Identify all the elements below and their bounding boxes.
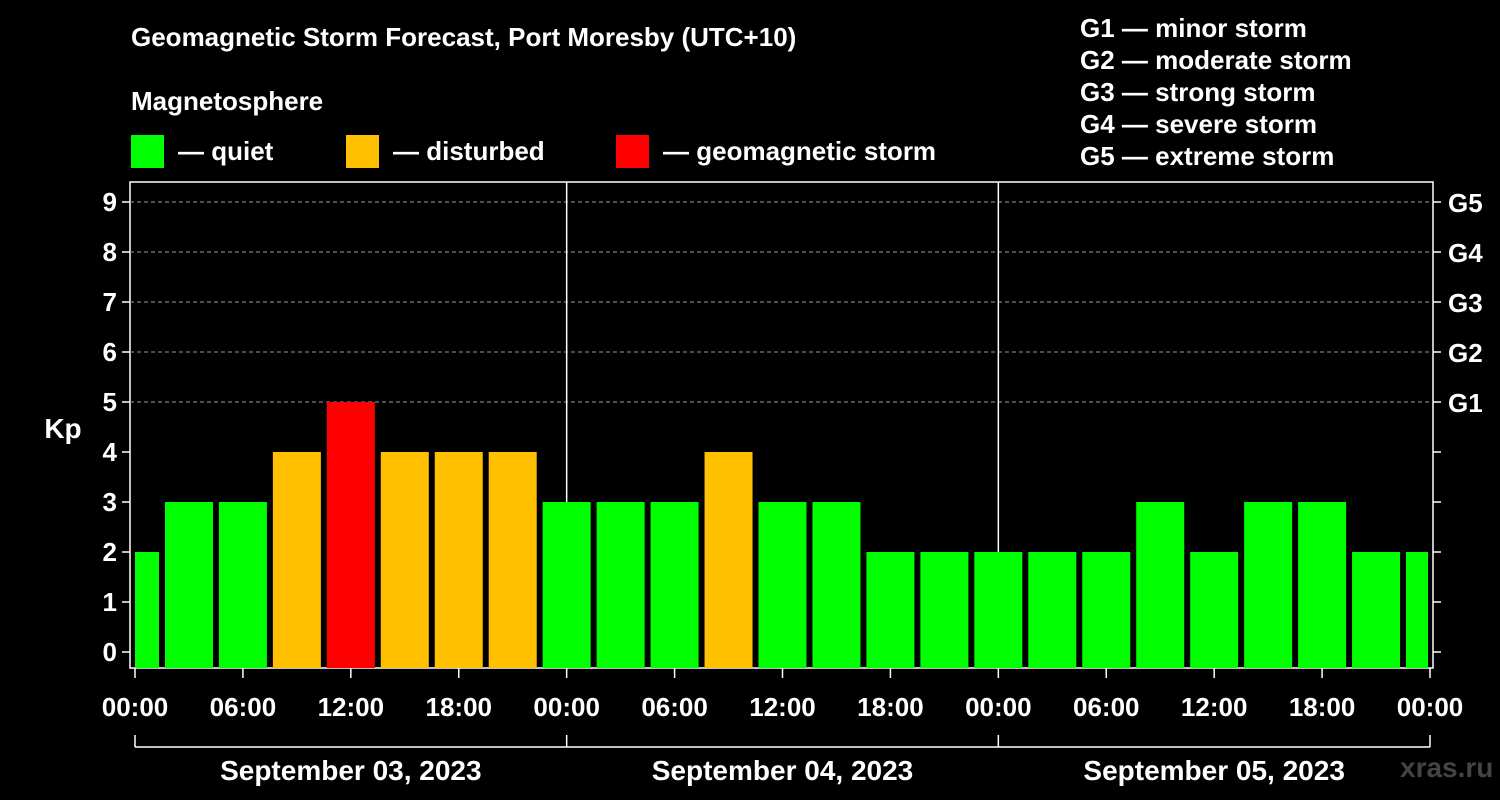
- legend-label-storm: — geomagnetic storm: [663, 135, 937, 166]
- bar-13: [812, 502, 861, 668]
- y-tick-label-0: 0: [103, 637, 117, 667]
- bar-20: [1190, 552, 1239, 668]
- x-tick-label-0: 00:00: [102, 692, 169, 722]
- bar-12: [758, 502, 807, 668]
- chart-title: Geomagnetic Storm Forecast, Port Moresby…: [131, 22, 797, 52]
- legend-swatch-disturbed: [346, 134, 379, 168]
- y-tick-label-8: 8: [103, 237, 117, 267]
- x-tick-label-11: 18:00: [1289, 692, 1356, 722]
- bar-2: [218, 502, 267, 668]
- x-tick-label-7: 18:00: [857, 692, 924, 722]
- y-tick-label-3: 3: [103, 487, 117, 517]
- g-scale-item-g1: G1 — minor storm: [1080, 13, 1307, 43]
- g-scale-item-g3: G3 — strong storm: [1080, 77, 1316, 107]
- x-tick-label-10: 12:00: [1181, 692, 1248, 722]
- day-label-2: September 04, 2023: [652, 755, 914, 786]
- day-label-3: September 05, 2023: [1083, 755, 1345, 786]
- x-tick-label-2: 12:00: [318, 692, 385, 722]
- y-tick-label-7: 7: [103, 287, 117, 317]
- x-tick-label-6: 12:00: [749, 692, 816, 722]
- y-tick-label-2: 2: [103, 537, 117, 567]
- bar-7: [488, 452, 537, 668]
- y-tick-label-5: 5: [103, 387, 117, 417]
- bar-6: [434, 452, 483, 668]
- legend-item-quiet: — quiet: [131, 134, 273, 168]
- bar-14: [866, 552, 915, 668]
- y-tick-label-6: 6: [103, 337, 117, 367]
- bar-10: [650, 502, 699, 668]
- y-tick-label-1: 1: [103, 587, 117, 617]
- bar-23: [1352, 552, 1401, 668]
- x-tick-label-9: 06:00: [1073, 692, 1140, 722]
- legend-label-disturbed: — disturbed: [393, 135, 545, 166]
- bar-11: [704, 452, 753, 668]
- x-tick-label-3: 18:00: [426, 692, 493, 722]
- bar-8: [542, 502, 591, 668]
- y-axis-label: Kp: [44, 413, 81, 444]
- y-tick-label-4: 4: [103, 437, 118, 467]
- bar-21: [1244, 502, 1293, 668]
- bar-17: [1028, 552, 1077, 668]
- g-scale-item-g4: G4 — severe storm: [1080, 109, 1318, 139]
- x-tick-label-1: 06:00: [210, 692, 277, 722]
- bar-0: [135, 552, 159, 668]
- bar-22: [1298, 502, 1347, 668]
- bar-16: [974, 552, 1023, 668]
- legend-swatch-storm: [616, 134, 649, 168]
- day-label-1: September 03, 2023: [220, 755, 482, 786]
- legend-item-storm: — geomagnetic storm: [616, 134, 936, 168]
- g-scale-list: G1 — minor storm G2 — moderate storm G3 …: [1080, 12, 1352, 172]
- x-tick-label-4: 00:00: [533, 692, 600, 722]
- legend-item-disturbed: — disturbed: [346, 134, 545, 168]
- g-scale-item-g5: G5 — extreme storm: [1080, 141, 1335, 171]
- legend-label-quiet: — quiet: [178, 135, 274, 166]
- bar-3: [272, 452, 321, 668]
- bar-15: [920, 552, 969, 668]
- bar-5: [380, 452, 429, 668]
- g-label-g4: G4: [1448, 238, 1483, 268]
- bar-19: [1136, 502, 1185, 668]
- x-tick-label-12: 00:00: [1397, 692, 1464, 722]
- bar-9: [596, 502, 645, 668]
- x-tick-label-5: 06:00: [641, 692, 708, 722]
- g-label-g1: G1: [1448, 388, 1483, 418]
- bar-24: [1406, 552, 1428, 668]
- g-label-g2: G2: [1448, 338, 1483, 368]
- watermark: xras.ru: [1400, 752, 1494, 783]
- g-scale-item-g2: G2 — moderate storm: [1080, 45, 1352, 75]
- g-label-g5: G5: [1448, 188, 1483, 218]
- x-tick-label-8: 00:00: [965, 692, 1032, 722]
- g-label-g3: G3: [1448, 288, 1483, 318]
- legend-title: Magnetosphere: [131, 86, 324, 116]
- bar-1: [164, 502, 213, 668]
- bar-4: [326, 402, 375, 668]
- bar-18: [1082, 552, 1131, 668]
- legend-swatch-quiet: [131, 134, 164, 168]
- y-tick-label-9: 9: [103, 187, 117, 217]
